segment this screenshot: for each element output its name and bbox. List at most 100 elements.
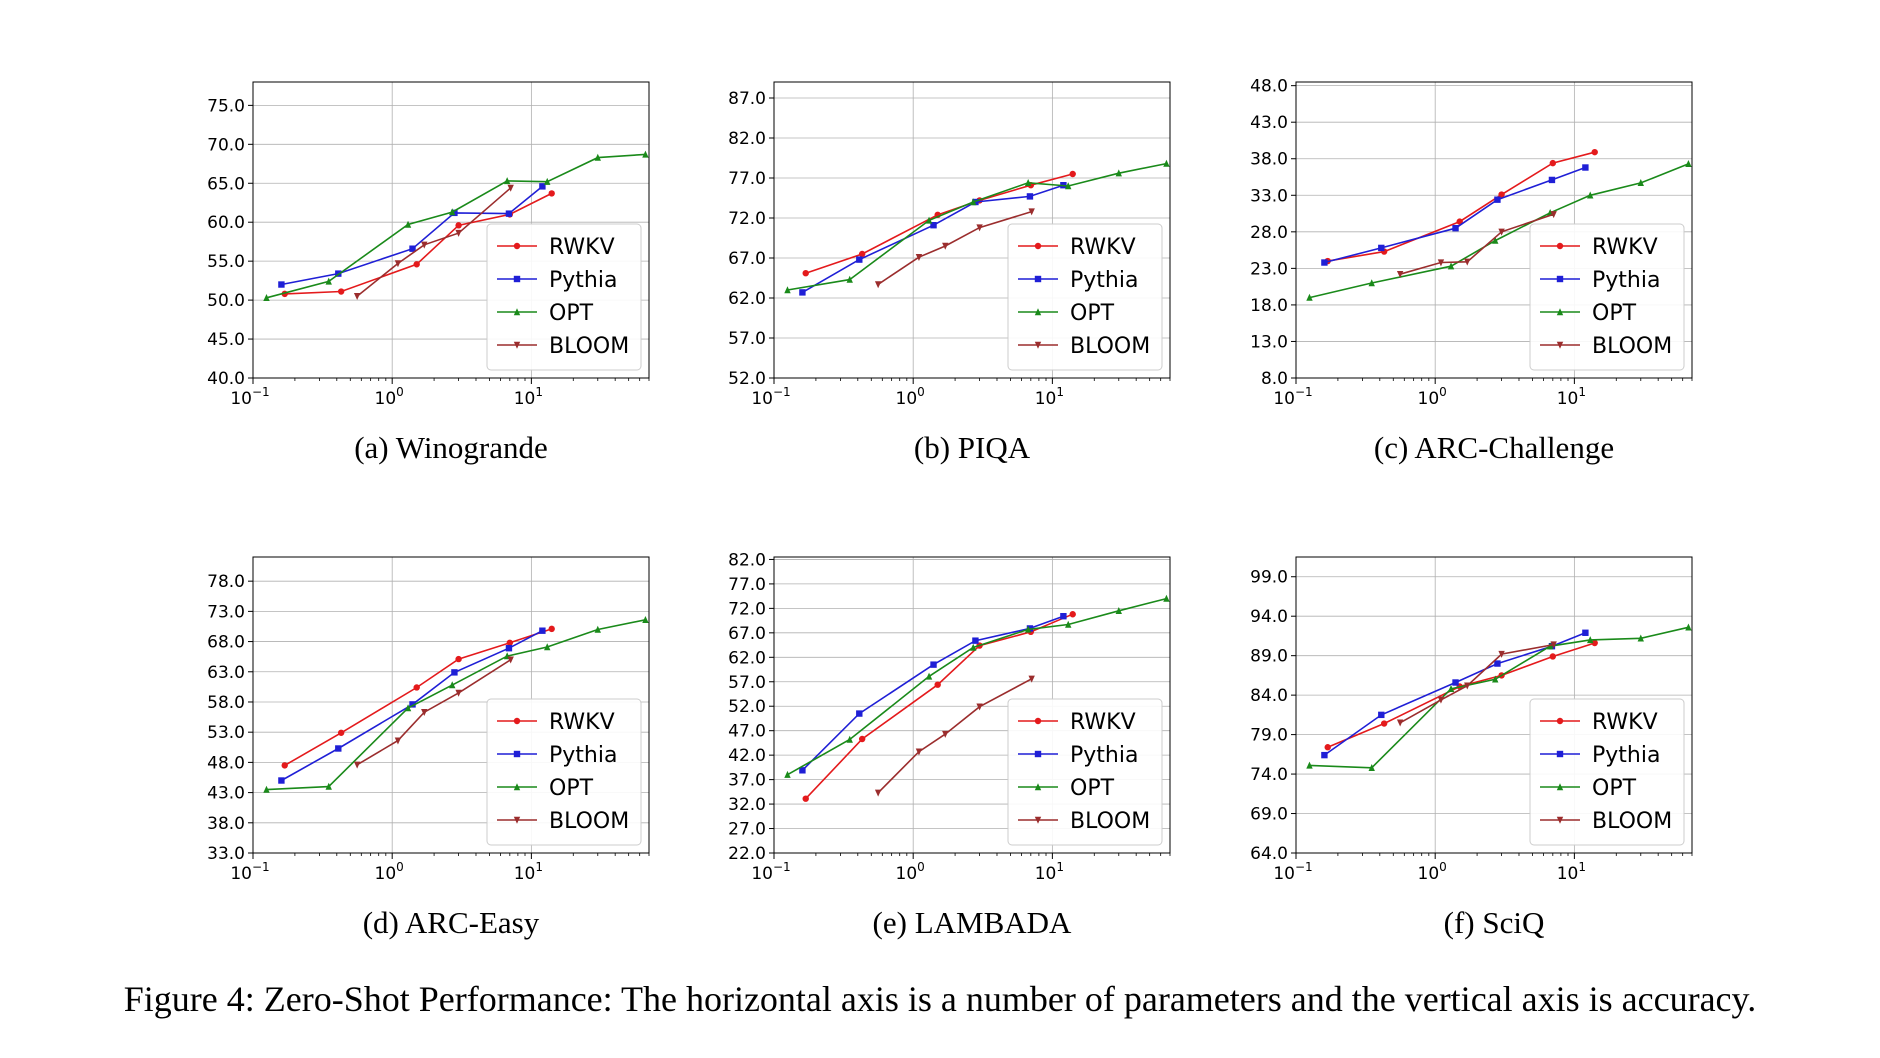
data-point-pythia xyxy=(278,777,285,784)
x-tick-label: 10−1 xyxy=(1273,860,1312,884)
data-point-bloom xyxy=(942,242,949,250)
data-point-bloom xyxy=(1550,641,1557,649)
y-tick-label: 69.0 xyxy=(1250,805,1288,825)
data-point-opt xyxy=(1065,182,1072,190)
legend-label-pythia: Pythia xyxy=(1070,743,1138,768)
y-tick-label: 43.0 xyxy=(207,784,245,804)
data-point-opt xyxy=(846,735,853,743)
y-tick-label: 72.0 xyxy=(728,599,766,619)
data-point-pythia xyxy=(505,645,513,652)
series-line-rwkv xyxy=(1327,642,1595,748)
data-point-opt xyxy=(1447,685,1455,693)
data-point-pythia xyxy=(335,745,342,752)
legend-label-rwkv: RWKV xyxy=(1070,235,1136,260)
legend: RWKV Pythia OPT BLOOM xyxy=(1529,223,1685,371)
legend-marker-opt xyxy=(513,308,521,316)
legend-marker-rwkv xyxy=(1556,717,1564,725)
data-point-pythia xyxy=(799,289,806,296)
data-point-rwkv xyxy=(1069,170,1076,178)
data-point-opt xyxy=(970,643,977,651)
x-tick-label: 10−1 xyxy=(751,860,790,884)
data-point-pythia xyxy=(1378,244,1385,252)
legend-label-opt: OPT xyxy=(1592,301,1637,326)
y-tick-label: 60.0 xyxy=(207,213,245,233)
y-tick-label: 42.0 xyxy=(728,746,766,766)
series-line-pythia xyxy=(1324,166,1586,264)
data-point-pythia xyxy=(1548,176,1556,184)
data-point-pythia xyxy=(930,661,937,668)
y-tick-label: 84.0 xyxy=(1250,686,1288,706)
data-point-bloom xyxy=(915,748,923,756)
y-tick-label: 50.0 xyxy=(207,291,245,311)
data-point-rwkv xyxy=(506,639,514,646)
data-point-opt xyxy=(925,216,933,224)
y-tick-label: 38.0 xyxy=(1250,150,1288,170)
data-point-bloom xyxy=(1464,682,1471,690)
x-tick-label: 101 xyxy=(1557,385,1586,409)
chart-panel-2: 52.0 57.0 62.0 67.0 72.0 77.0 82.0 87.0 10−1 100 1… xyxy=(728,81,1171,465)
series-line-opt xyxy=(266,153,646,299)
legend-marker-rwkv xyxy=(1034,242,1042,250)
y-tick-label: 82.0 xyxy=(728,129,766,149)
data-point-bloom xyxy=(976,224,983,232)
data-point-opt xyxy=(784,770,791,778)
data-point-rwkv xyxy=(1498,191,1505,198)
legend-label-rwkv: RWKV xyxy=(549,710,615,735)
data-point-bloom xyxy=(1396,271,1404,279)
data-point-bloom xyxy=(1464,258,1471,266)
data-point-opt xyxy=(1492,236,1499,244)
data-point-rwkv xyxy=(802,270,809,277)
data-point-opt xyxy=(449,681,456,689)
x-tick-label: 10−1 xyxy=(1273,385,1312,409)
legend-label-rwkv: RWKV xyxy=(1592,235,1658,260)
data-point-rwkv xyxy=(802,795,809,802)
y-tick-label: 63.0 xyxy=(207,663,245,683)
y-tick-label: 48.0 xyxy=(1250,77,1288,97)
legend-marker-opt xyxy=(1556,783,1564,791)
data-point-bloom xyxy=(507,656,514,664)
legend-marker-bloom xyxy=(513,816,521,824)
legend-label-bloom: BLOOM xyxy=(1070,334,1150,359)
y-tick-label: 23.0 xyxy=(1250,259,1288,279)
x-tick-label: 101 xyxy=(1035,385,1064,409)
data-point-rwkv xyxy=(1069,611,1076,618)
data-point-rwkv xyxy=(858,250,866,258)
plot-frame xyxy=(773,556,1171,854)
legend-label-pythia: Pythia xyxy=(549,743,617,768)
data-point-pythia xyxy=(930,222,937,229)
y-tick-label: 82.0 xyxy=(728,550,766,570)
series-line-rwkv xyxy=(284,628,552,767)
legend-label-bloom: BLOOM xyxy=(549,809,629,834)
legend: RWKV Pythia OPT BLOOM xyxy=(486,223,642,371)
y-tick-label: 18.0 xyxy=(1250,296,1288,316)
legend-label-bloom: BLOOM xyxy=(1070,809,1150,834)
legend-marker-rwkv xyxy=(513,242,521,250)
legend-marker-bloom xyxy=(1556,341,1564,349)
y-tick-label: 32.0 xyxy=(728,795,766,815)
legend-marker-pythia xyxy=(1034,275,1042,283)
y-tick-label: 77.0 xyxy=(728,575,766,595)
legend-box xyxy=(1007,698,1163,846)
legend-marker-pythia xyxy=(1556,750,1564,758)
legend-box xyxy=(486,698,642,846)
data-point-pythia xyxy=(1494,196,1501,203)
data-point-rwkv xyxy=(281,762,288,769)
data-point-opt xyxy=(642,616,649,624)
legend-marker-rwkv xyxy=(1556,242,1564,250)
data-point-opt xyxy=(325,277,332,285)
y-tick-label: 55.0 xyxy=(207,252,245,272)
data-point-rwkv xyxy=(548,625,555,633)
legend-label-bloom: BLOOM xyxy=(1592,334,1672,359)
legend-label-rwkv: RWKV xyxy=(1070,710,1136,735)
panel-title: (f) SciQ xyxy=(1444,905,1545,940)
legend: RWKV Pythia OPT BLOOM xyxy=(1007,223,1163,371)
y-tick-label: 67.0 xyxy=(728,249,766,269)
legend-marker-opt xyxy=(1034,308,1042,316)
y-tick-label: 62.0 xyxy=(728,648,766,668)
data-point-opt xyxy=(594,153,601,161)
y-tick-label: 43.0 xyxy=(1250,113,1288,133)
y-tick-label: 28.0 xyxy=(1250,223,1288,243)
data-point-pythia xyxy=(539,183,546,190)
y-tick-label: 75.0 xyxy=(207,96,245,116)
legend-marker-bloom xyxy=(513,341,521,349)
